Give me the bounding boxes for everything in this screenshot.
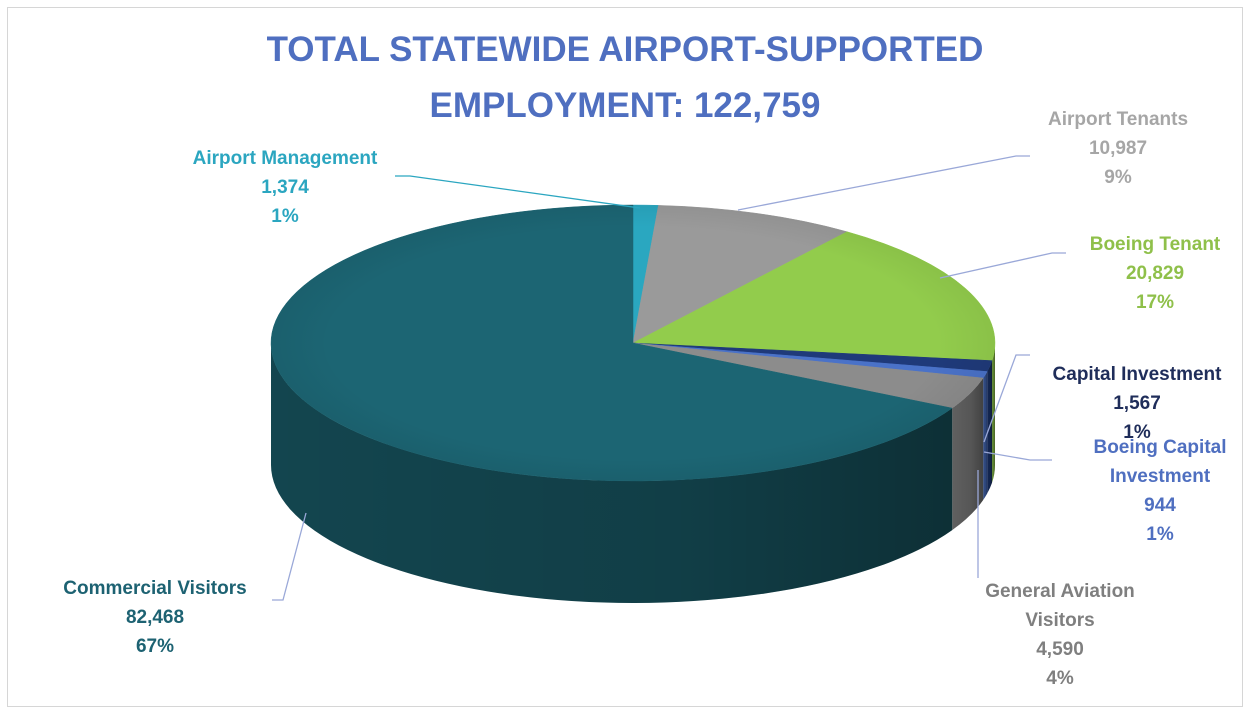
label-boeing-capital-investment-percent: 1% [1146, 524, 1174, 545]
pie-top-faces [270, 204, 996, 482]
label-capital-investment-percent: 1% [1123, 422, 1151, 443]
label-commercial-visitors-value: 82,468 [125, 607, 185, 628]
label-boeing-tenant-name: Boeing Tenant [1089, 234, 1221, 255]
label-general-aviation-visitors-name-2: Visitors [1025, 610, 1095, 631]
label-boeing-capital-investment: Boeing Capital Investment 944 1% [1075, 433, 1245, 549]
pie-side-shade-commercial-visitors [271, 343, 953, 604]
label-airport-management-name: Airport Management [192, 148, 378, 169]
label-boeing-tenant: Boeing Tenant 20,829 17% [1070, 230, 1240, 317]
label-general-aviation-visitors-percent: 4% [1046, 668, 1074, 689]
label-capital-investment-value: 1,567 [1113, 393, 1161, 414]
pie-top-shading [271, 205, 995, 481]
label-boeing-tenant-value: 20,829 [1125, 263, 1185, 284]
leader-line-boeing-capital-investment [983, 451, 1052, 461]
label-general-aviation-visitors-name-1: General Aviation [985, 581, 1135, 602]
label-boeing-capital-investment-name-1: Boeing Capital [1093, 437, 1227, 458]
label-airport-tenants-percent: 9% [1104, 167, 1132, 188]
label-airport-tenants-name: Airport Tenants [1047, 109, 1189, 130]
label-airport-management-percent: 1% [271, 206, 299, 227]
pie-side-shade-boeing-tenant [992, 343, 995, 483]
label-commercial-visitors-percent: 67% [135, 636, 175, 657]
label-general-aviation-visitors-value: 4,590 [1036, 639, 1084, 660]
label-capital-investment: Capital Investment 1,567 1% [1030, 360, 1244, 447]
leader-line-commercial-visitors [272, 512, 307, 601]
label-airport-tenants-value: 10,987 [1088, 138, 1148, 159]
pie-side-shade-general-aviation-visitors [952, 378, 984, 531]
leader-line-airport-management [395, 175, 641, 209]
label-boeing-capital-investment-value: 944 [1144, 495, 1176, 516]
label-general-aviation-visitors: General Aviation Visitors 4,590 4% [960, 577, 1160, 693]
label-boeing-capital-investment-name-2: Investment [1109, 466, 1211, 487]
label-capital-investment-name: Capital Investment [1052, 364, 1222, 385]
pie-side-shade-boeing-capital-investment [983, 371, 988, 501]
label-airport-management: Airport Management 1,374 1% [160, 144, 410, 231]
chart-title-line-2: EMPLOYMENT: 122,759 [429, 86, 821, 125]
label-boeing-tenant-percent: 17% [1135, 292, 1175, 313]
leader-line-airport-tenants [737, 155, 1030, 211]
leader-line-boeing-tenant [939, 252, 1066, 279]
leader-line-capital-investment [983, 354, 1030, 443]
label-commercial-visitors: Commercial Visitors 82,468 67% [20, 574, 290, 661]
leader-lines [272, 155, 1066, 601]
chart-title-line-1: TOTAL STATEWIDE AIRPORT-SUPPORTED [266, 30, 984, 69]
label-airport-management-value: 1,374 [261, 177, 309, 198]
label-commercial-visitors-name: Commercial Visitors [63, 578, 247, 599]
label-airport-tenants: Airport Tenants 10,987 9% [1018, 105, 1218, 192]
